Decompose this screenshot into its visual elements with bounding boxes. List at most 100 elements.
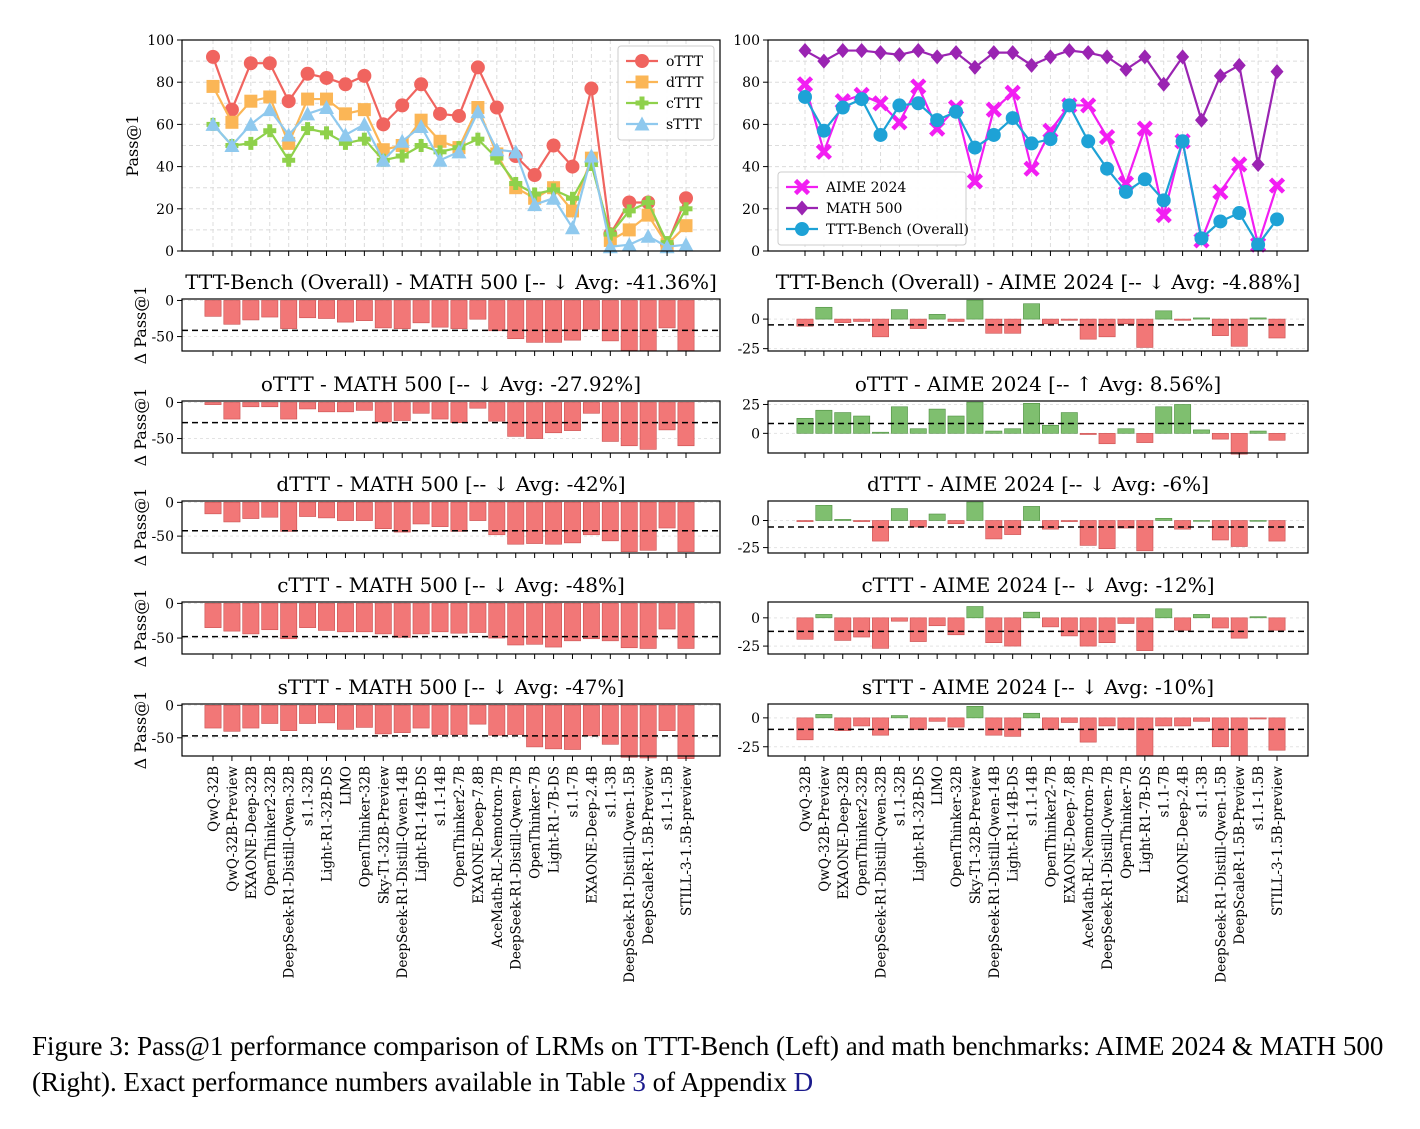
data-point — [1175, 134, 1190, 149]
bar — [1060, 520, 1078, 522]
data-point — [564, 220, 580, 235]
data-point — [338, 77, 353, 92]
x-tick-label: Light-R1-32B-DS — [320, 766, 336, 882]
x-tick-label: LIMO — [930, 766, 946, 805]
bar — [1193, 317, 1210, 320]
bar-chart-4: oTTT - AIME 2024 [-- ↑ Avg: 8.56%] 25 0 — [742, 372, 1309, 458]
bar — [1193, 520, 1210, 522]
data-point — [225, 115, 239, 129]
bar-chart-title: oTTT - MATH 500 [-- ↓ Avg: -27.92%] — [261, 372, 641, 396]
series-line — [212, 106, 687, 248]
x-tick-label: OpenThinker-32B — [949, 766, 965, 887]
bar — [545, 502, 562, 545]
bar — [601, 300, 619, 342]
bar — [658, 502, 676, 529]
x-tick-label: QwQ-32B — [798, 766, 814, 832]
x-tick-label: QwQ-32B — [206, 766, 222, 832]
x-tick-label: STILL-3-1.5B-preview — [679, 766, 695, 916]
data-point — [603, 227, 617, 241]
bar-chart-9: sTTT - MATH 500 [-- ↓ Avg: -47%] 0 -50Δ Pa… — [131, 675, 721, 769]
bar — [853, 717, 871, 727]
data-point — [1024, 136, 1039, 151]
appendix-reference-link[interactable]: D — [793, 1067, 814, 1097]
bar — [337, 502, 354, 521]
bar — [1249, 520, 1267, 522]
legend-label: dTTT — [666, 75, 704, 91]
data-point — [987, 45, 1001, 61]
bar — [582, 603, 600, 640]
bar — [1042, 617, 1059, 628]
bar — [1098, 318, 1116, 338]
bar — [545, 300, 562, 343]
bar — [261, 502, 279, 518]
bar — [337, 402, 354, 413]
y-tick-label: 0 — [165, 244, 174, 260]
bar — [223, 704, 241, 732]
table-reference-link[interactable]: 3 — [632, 1067, 646, 1097]
plot-frame — [181, 39, 721, 252]
y-tick-label: 60 — [156, 117, 174, 133]
data-point — [337, 127, 353, 142]
x-tick-label: s1.1-32B — [892, 766, 908, 826]
y-tick-label: 0 — [751, 312, 760, 328]
bar — [526, 402, 544, 439]
x-tick-label: Light-R1-14B-DS — [414, 766, 430, 882]
x-tick-label: Sky-T1-32B-Preview — [376, 766, 392, 905]
bar — [223, 300, 241, 325]
y-tick-label: 0 — [751, 514, 760, 530]
bar — [947, 617, 965, 636]
data-point — [432, 152, 448, 167]
x-tick-label: QwQ-32B-Preview — [817, 766, 833, 892]
bar — [450, 402, 468, 423]
data-point — [1081, 45, 1095, 61]
bar — [966, 606, 984, 619]
bar — [1060, 617, 1078, 637]
bar — [872, 520, 889, 542]
data-point — [357, 132, 371, 146]
data-point — [565, 191, 579, 205]
bar — [242, 300, 260, 321]
y-axis-label: Δ Pass@1 — [131, 388, 150, 467]
bar — [639, 402, 657, 450]
bar — [393, 603, 411, 638]
bar — [677, 300, 695, 352]
bar — [985, 717, 1003, 736]
y-tick-label: 40 — [742, 160, 760, 176]
bar — [815, 505, 833, 521]
data-point — [1157, 76, 1171, 92]
y-tick-label: 0 — [165, 395, 174, 411]
x-tick-label: EXAONE-Deep-7.8B — [471, 766, 487, 904]
bar — [242, 603, 260, 635]
data-point — [301, 122, 315, 136]
bar — [677, 402, 695, 447]
data-point — [1251, 156, 1265, 172]
x-tick-label: EXAONE-Deep-7.8B — [1062, 766, 1078, 904]
y-axis-label: Δ Pass@1 — [131, 286, 150, 365]
y-tick-label: 0 — [751, 711, 760, 727]
data-point — [910, 78, 927, 95]
bar — [299, 300, 317, 319]
x-tick-label: QwQ-32B-Preview — [225, 766, 241, 892]
x-tick-label: DeepSeek-R1-Distill-Qwen-1.5B — [622, 766, 638, 983]
y-tick-label: -50 — [151, 529, 174, 545]
legend-marker — [634, 116, 650, 131]
data-point — [338, 107, 352, 121]
x-tick-label: Light-R1-32B-DS — [911, 766, 927, 882]
bar — [1098, 520, 1116, 549]
bar — [1211, 717, 1229, 748]
bar — [1155, 518, 1173, 521]
data-point — [796, 76, 814, 93]
bar — [223, 402, 241, 420]
bar — [507, 704, 525, 735]
bar — [431, 704, 449, 735]
bar-chart-title: sTTT - MATH 500 [-- ↓ Avg: -47%] — [278, 675, 625, 699]
bar — [966, 401, 984, 434]
x-tick-label: DeepScaleR-1.5B-Preview — [641, 766, 657, 945]
y-tick-label: -50 — [151, 731, 174, 747]
bar — [469, 300, 487, 320]
x-tick-label: DeepSeek-R1-Distill-Qwen-14B — [987, 766, 1003, 979]
bar — [1023, 403, 1040, 434]
y-tick-label: -50 — [151, 330, 174, 346]
caption-text: Figure 3: Pass@1 performance comparison … — [32, 1031, 1384, 1097]
bar — [890, 406, 908, 434]
